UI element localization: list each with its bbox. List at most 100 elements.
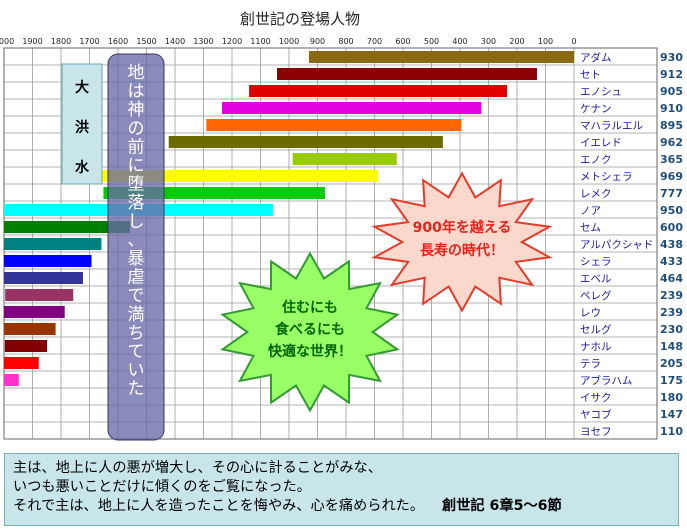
x-tick-label: 1500: [136, 37, 156, 46]
x-tick-label: 400: [452, 37, 467, 46]
age-label: 950: [660, 204, 683, 217]
corruption-annotation: 地は神の前に堕落し、暴虐で満ちていた: [107, 53, 165, 441]
person-label: セルグ: [580, 323, 612, 336]
svg-text:食べるにも: 食べるにも: [275, 321, 345, 338]
bar: [308, 51, 574, 63]
bar: [206, 119, 462, 131]
bar: [4, 323, 56, 335]
caption-line-2: いつも悪いことだけに傾くのをご覧になった。: [13, 479, 311, 495]
person-label: アダム: [580, 51, 612, 64]
person-label: ペレグ: [580, 289, 612, 302]
bar: [4, 238, 102, 250]
bar: [277, 68, 537, 80]
bar: [102, 170, 379, 182]
person-label: イサク: [580, 392, 612, 404]
bar: [5, 289, 74, 301]
age-label: 230: [660, 323, 683, 336]
x-axis-ticks: 2000 1900 1800 1700 1600 1500 1400 1300 1200 1100…: [0, 37, 577, 46]
chart-title: 創世記の登場人物: [240, 10, 360, 28]
x-tick-label: 1400: [165, 37, 185, 46]
age-label: 148: [660, 340, 683, 353]
age-label: 464: [660, 272, 683, 285]
flood-annotation: 大洪水: [61, 63, 103, 185]
x-tick-label: 1000: [279, 37, 299, 46]
x-tick-label: 1800: [51, 37, 71, 46]
person-label: イエレド: [580, 137, 622, 149]
x-tick-label: 200: [509, 37, 524, 46]
person-label: ヤコブ: [580, 408, 612, 421]
x-tick-label: 1600: [108, 37, 128, 46]
x-tick-label: 1200: [222, 37, 242, 46]
age-label: 930: [660, 51, 683, 64]
person-label: テラ: [580, 358, 601, 370]
bar: [222, 102, 482, 114]
bar: [168, 136, 443, 148]
person-label: シェラ: [580, 256, 612, 268]
age-label: 600: [660, 221, 683, 234]
bar: [4, 340, 48, 352]
bar: [4, 306, 65, 318]
caption-source: 創世記 6章5～6節: [442, 498, 562, 514]
person-label: エベル: [580, 273, 612, 285]
svg-text:住むにも: 住むにも: [282, 299, 338, 316]
age-label: 365: [660, 153, 683, 166]
svg-text:大洪水: 大洪水: [75, 79, 90, 176]
person-label: セム: [580, 222, 601, 234]
x-tick-label: 1100: [250, 37, 270, 46]
bar: [4, 357, 39, 369]
person-label: アルパクシャド: [580, 239, 653, 251]
x-tick-label: 2000: [0, 37, 14, 46]
x-tick-label: 700: [367, 37, 382, 46]
person-label: レメク: [580, 188, 612, 200]
svg-text:快適な世界！: 快適な世界！: [268, 343, 352, 360]
bar: [4, 272, 83, 284]
svg-text:900年を越える: 900年を越える: [413, 219, 512, 236]
x-tick-label: 500: [424, 37, 439, 46]
age-label: 905: [660, 85, 683, 98]
person-label: ノア: [580, 205, 601, 217]
x-tick-label: 300: [481, 37, 496, 46]
caption-line-1: 主は、地上に人の悪が増大し、その心に計ることがみな、: [13, 460, 382, 476]
age-label: 433: [660, 255, 683, 268]
age-label: 110: [660, 425, 683, 438]
person-label: レウ: [580, 307, 601, 319]
bar: [292, 153, 397, 165]
lifespan-chart: 創世記の登場人物 2000 1900 1800 1700 1600 1500 1400 130…: [0, 10, 683, 441]
x-tick-label: 800: [338, 37, 353, 46]
bar: [4, 374, 19, 386]
person-label: ケナン: [580, 103, 612, 115]
caption-line-3: それで主は、地上に人を造ったことを悔やみ、心を痛められた。: [13, 498, 425, 514]
person-label: ナホル: [580, 341, 612, 353]
bar: [4, 221, 130, 233]
x-tick-label: 900: [310, 37, 325, 46]
age-labels: 930 912 905 910 895 962 365 969 777 950 600 438 433 4…: [660, 51, 683, 438]
x-tick-label: 1700: [79, 37, 99, 46]
svg-text:地は神の前に堕落し、暴虐で満ちていた: 地は神の前に堕落し、暴虐で満ちていた: [128, 63, 145, 399]
person-label: メトシェラ: [580, 171, 633, 183]
person-label: ヨセフ: [580, 426, 612, 438]
x-tick-label: 1900: [22, 37, 42, 46]
person-label: マハラルエル: [580, 120, 643, 132]
bar: [4, 255, 92, 267]
age-label: 910: [660, 102, 683, 115]
age-label: 912: [660, 68, 683, 81]
caption-line-3-row: それで主は、地上に人を造ったことを悔やみ、心を痛められた。 創世記 6章5～6節: [13, 497, 670, 516]
bar: [249, 85, 508, 97]
person-label: アブラハム: [580, 374, 632, 387]
x-tick-label: 1300: [193, 37, 213, 46]
longevity-starburst: 900年を越える 長寿の時代！: [371, 171, 553, 313]
age-label: 969: [660, 170, 683, 183]
age-label: 180: [660, 391, 683, 404]
person-label: エノク: [580, 154, 612, 166]
age-label: 962: [660, 136, 683, 149]
age-label: 205: [660, 357, 683, 370]
person-label: エノシュ: [580, 86, 622, 98]
age-label: 895: [660, 119, 683, 132]
age-label: 147: [660, 408, 683, 421]
x-tick-label: 100: [538, 37, 553, 46]
y-axis-labels: アダムセトエノシュケナンマハラルエルイエレドエノクメトシェラレメクノアセムアルパ…: [580, 51, 653, 438]
x-tick-label: 600: [395, 37, 410, 46]
svg-text:長寿の時代！: 長寿の時代！: [420, 242, 504, 259]
age-label: 239: [660, 306, 683, 319]
age-label: 239: [660, 289, 683, 302]
